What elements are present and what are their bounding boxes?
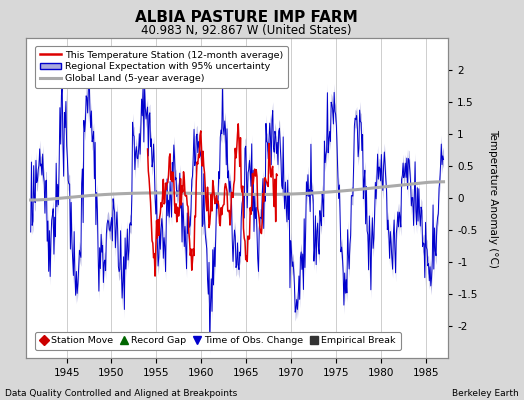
Y-axis label: Temperature Anomaly (°C): Temperature Anomaly (°C) [488, 128, 498, 268]
Text: Berkeley Earth: Berkeley Earth [452, 389, 519, 398]
Legend: Station Move, Record Gap, Time of Obs. Change, Empirical Break: Station Move, Record Gap, Time of Obs. C… [35, 332, 401, 350]
Text: Data Quality Controlled and Aligned at Breakpoints: Data Quality Controlled and Aligned at B… [5, 389, 237, 398]
Text: 40.983 N, 92.867 W (United States): 40.983 N, 92.867 W (United States) [141, 24, 352, 37]
Text: ALBIA PASTURE IMP FARM: ALBIA PASTURE IMP FARM [135, 10, 358, 25]
